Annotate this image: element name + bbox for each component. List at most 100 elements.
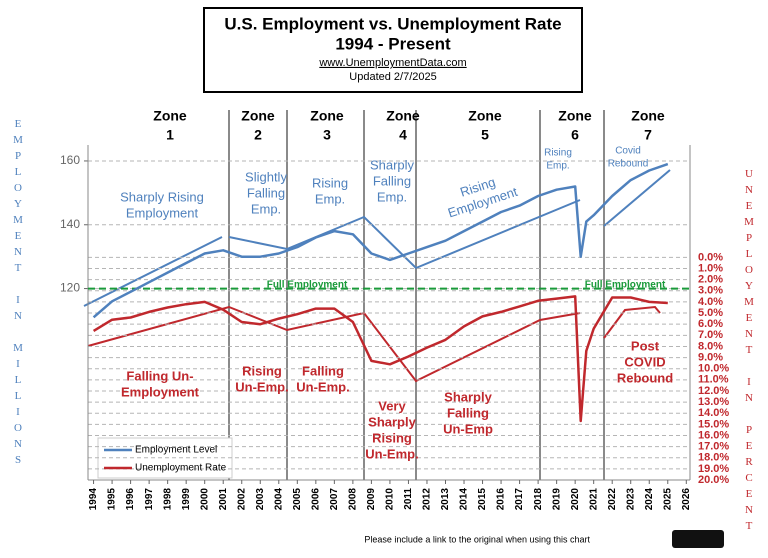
annotation: Un-Emp xyxy=(443,421,493,436)
annotation: Rebound xyxy=(608,159,649,170)
x-tick-label: 1998 xyxy=(162,488,173,511)
trend-line xyxy=(603,305,661,339)
x-tick-label: 2016 xyxy=(496,488,507,511)
y-tick-label: 160 xyxy=(60,153,80,167)
annotation: Employment xyxy=(126,205,199,220)
x-tick-label: 2003 xyxy=(255,488,266,511)
zone-number: 7 xyxy=(644,127,652,143)
annotation: Post xyxy=(631,338,660,353)
x-tick-label: 2012 xyxy=(422,488,433,511)
x-tick-label: 2014 xyxy=(459,488,470,511)
y2-tick-label: 5.0% xyxy=(698,307,723,319)
y2-tick-label: 7.0% xyxy=(698,329,723,341)
annotation: Rebound xyxy=(617,370,673,385)
y2-axis-label: UNEMPLOYMENT IN PERCENT xyxy=(743,168,755,536)
y2-tick-label: 1.0% xyxy=(698,262,723,274)
annotation: Slightly xyxy=(245,169,287,184)
trend-line xyxy=(603,169,671,227)
series-line xyxy=(92,295,668,423)
y-axis-label: EMPLOYMENT IN MILLIONS xyxy=(12,118,24,470)
license-badge xyxy=(672,530,724,548)
x-tick-label: 2022 xyxy=(607,488,618,511)
x-tick-label: 2015 xyxy=(477,488,488,511)
annotation: Employment xyxy=(121,384,200,399)
y2-tick-label: 2.0% xyxy=(698,274,723,286)
zone-number: 6 xyxy=(571,127,579,143)
title-box xyxy=(203,7,583,93)
zone-number: 2 xyxy=(254,127,262,143)
annotation: Very xyxy=(378,398,406,413)
x-tick-label: 2010 xyxy=(385,488,396,511)
annotation: Sharply xyxy=(368,414,416,429)
chart-title: U.S. Employment vs. Unemployment Rate xyxy=(224,14,561,33)
annotation: Full Employment xyxy=(267,280,348,291)
annotation: Falling Un- xyxy=(126,368,193,383)
annotation: Falling xyxy=(447,405,489,420)
annotation: COVID xyxy=(624,354,665,369)
x-tick-label: 1994 xyxy=(88,488,99,511)
y2-tick-label: 6.0% xyxy=(698,318,723,330)
legend-label: Unemployment Rate xyxy=(135,463,227,474)
annotation: Emp. xyxy=(315,191,345,206)
x-tick-label: 2019 xyxy=(551,488,562,511)
x-tick-label: 2026 xyxy=(681,488,692,511)
annotation: Covid xyxy=(615,146,641,157)
y2-tick-label: 12.0% xyxy=(698,385,729,397)
annotation: Un-Emp. xyxy=(365,446,418,461)
annotation: Rising xyxy=(544,148,572,159)
zone-label: Zone xyxy=(310,108,344,124)
y-tick-label: 120 xyxy=(60,281,80,295)
chart-subtitle: 1994 - Present xyxy=(335,34,451,53)
x-tick-label: 1995 xyxy=(107,488,118,511)
x-tick-label: 2002 xyxy=(236,488,247,511)
y2-tick-label: 19.0% xyxy=(698,463,729,475)
annotation: Full Employment xyxy=(585,280,666,291)
trend-line xyxy=(83,236,223,307)
x-tick-label: 1997 xyxy=(144,488,155,511)
y2-tick-label: 16.0% xyxy=(698,429,729,441)
annotation: Sharply Rising xyxy=(120,189,204,204)
updated-date: Updated 2/7/2025 xyxy=(349,71,436,83)
y2-tick-label: 0.0% xyxy=(698,251,723,263)
y2-tick-label: 11.0% xyxy=(698,374,729,386)
employment-trend-lines xyxy=(83,169,671,307)
x-tick-label: 2009 xyxy=(366,488,377,511)
y2-tick-label: 3.0% xyxy=(698,285,723,297)
x-tick-label: 2008 xyxy=(348,488,359,511)
x-tick-label: 2023 xyxy=(625,488,636,511)
annotation: Un-Emp. xyxy=(296,379,349,394)
x-tick-label: 1996 xyxy=(125,488,136,511)
x-tick-label: 2004 xyxy=(273,488,284,511)
footer-note: Please include a link to the original wh… xyxy=(364,534,590,544)
series-line xyxy=(92,162,669,319)
annotation: Rising xyxy=(242,363,282,378)
zone-label: Zone xyxy=(153,108,187,124)
zone-number: 3 xyxy=(323,127,331,143)
x-tick-label: 2017 xyxy=(514,488,525,511)
y2-tick-label: 8.0% xyxy=(698,340,723,352)
annotation: Emp. xyxy=(251,201,281,216)
legend-label: Employment Level xyxy=(135,445,217,456)
y2-tick-label: 13.0% xyxy=(698,396,729,408)
y2-tick-label: 14.0% xyxy=(698,407,729,419)
y2-tick-label: 10.0% xyxy=(698,363,729,375)
annotation: Emp. xyxy=(546,161,569,172)
y2-tick-label: 9.0% xyxy=(698,351,723,363)
zone-label: Zone xyxy=(558,108,592,124)
source-link[interactable]: www.UnemploymentData.com xyxy=(318,57,466,69)
annotation: Falling xyxy=(302,363,344,378)
x-tick-label: 2018 xyxy=(533,488,544,511)
y2-tick-label: 15.0% xyxy=(698,418,729,430)
y2-tick-label: 4.0% xyxy=(698,296,723,308)
x-tick-label: 2013 xyxy=(440,488,451,511)
x-tick-label: 2025 xyxy=(662,488,673,511)
zone-dividers xyxy=(228,110,605,480)
zone-label: Zone xyxy=(386,108,420,124)
zone-number: 1 xyxy=(166,127,174,143)
annotation: Rising xyxy=(372,430,412,445)
annotation: Sharply xyxy=(444,389,492,404)
annotation: Emp. xyxy=(377,189,407,204)
annotation: Un-Emp. xyxy=(235,379,288,394)
